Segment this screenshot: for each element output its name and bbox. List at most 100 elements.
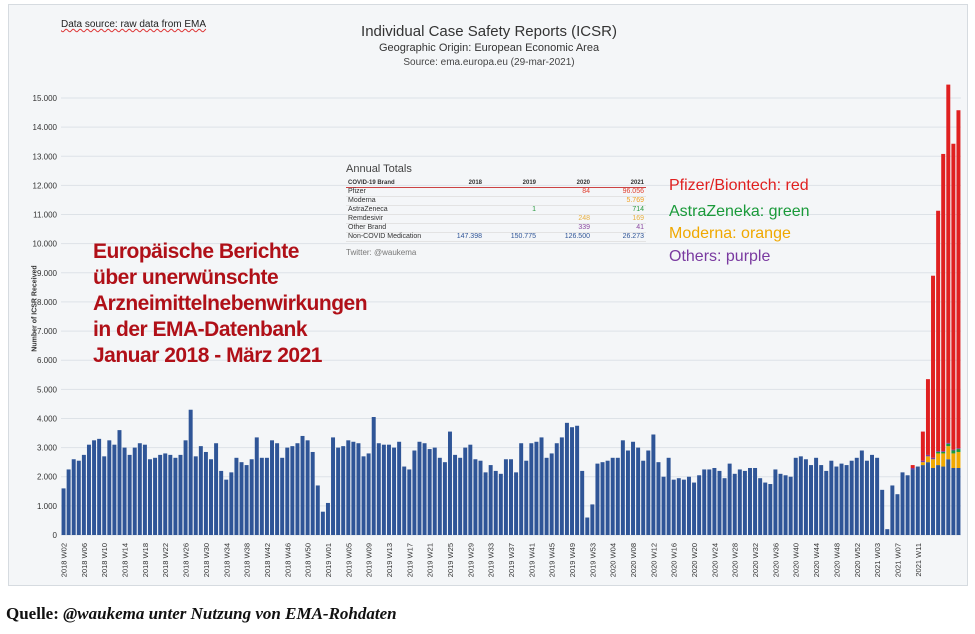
bar — [809, 465, 813, 535]
totals-row: Remdesivir 248 169 — [346, 214, 646, 224]
bar — [346, 440, 351, 535]
y-tick-label: 15.000 — [33, 94, 58, 103]
bar — [956, 449, 961, 452]
x-tick-label: 2019 W49 — [568, 543, 577, 577]
x-tick-label: 2019 W33 — [487, 543, 496, 577]
x-tick-label: 2018 W34 — [222, 543, 231, 577]
bar — [819, 465, 824, 535]
totals-cell: 26.273 — [592, 232, 646, 242]
bar — [956, 448, 961, 450]
bar — [137, 443, 142, 535]
chart-title: Individual Case Safety Reports (ICSR) — [361, 23, 617, 40]
bar — [498, 473, 503, 535]
bar — [768, 484, 773, 535]
x-tick-label: 2020 W24 — [710, 543, 719, 577]
legend-pfizer: Pfizer/Biontech: red — [669, 177, 809, 194]
totals-table: COVID-19 Brand 2018 2019 2020 2021 Pfize… — [346, 179, 646, 242]
x-tick-label: 2018 W14 — [121, 543, 130, 577]
bar — [605, 460, 610, 535]
bar — [305, 440, 310, 535]
bar — [666, 457, 671, 535]
bar — [402, 466, 407, 535]
bar — [264, 457, 269, 535]
totals-row: Non-COVID Medication 147.398 150.775 126.50… — [346, 232, 646, 242]
totals-row: Moderna 5.769 — [346, 196, 646, 206]
bar — [397, 441, 402, 535]
bar — [254, 437, 259, 535]
bar — [437, 457, 442, 535]
bar — [239, 462, 244, 535]
bar — [859, 450, 864, 535]
x-tick-label: 2020 W32 — [751, 543, 760, 577]
x-tick-label: 2020 W04 — [609, 543, 618, 577]
totals-cell — [430, 196, 484, 206]
bar — [183, 440, 188, 535]
bar — [951, 449, 956, 451]
bar — [773, 469, 778, 535]
bar — [412, 450, 417, 535]
x-tick-label: 2019 W41 — [527, 543, 536, 577]
bar — [646, 450, 651, 535]
bar — [941, 453, 946, 467]
caption: Quelle: @waukema unter Nutzung von EMA-R… — [6, 604, 397, 624]
bar — [122, 447, 127, 535]
bar — [503, 459, 508, 535]
bar — [941, 451, 946, 454]
bar — [458, 457, 463, 535]
y-tick-label: 9.000 — [37, 269, 58, 278]
bar — [839, 463, 844, 535]
totals-cell: 5.769 — [592, 196, 646, 206]
bar — [66, 469, 71, 535]
y-tick-label: 14.000 — [33, 123, 58, 132]
x-tick-label: 2020 W20 — [690, 543, 699, 577]
bar — [697, 475, 702, 535]
bar — [651, 434, 656, 535]
bar — [534, 441, 539, 535]
bar — [900, 472, 905, 535]
bar — [905, 475, 910, 535]
bar — [783, 475, 788, 535]
annotation-line: Europäische Berichte — [93, 240, 299, 263]
annotation-text: Europäische Berichte über unerwünschte A… — [93, 239, 368, 369]
caption-prefix: Quelle: — [6, 604, 59, 623]
totals-cell — [430, 214, 484, 224]
totals-cell: Non-COVID Medication — [346, 232, 430, 242]
bar — [148, 459, 152, 535]
bar — [559, 437, 564, 535]
bar — [341, 446, 346, 535]
bar — [234, 457, 239, 535]
bar — [483, 472, 488, 535]
x-tick-label: 2019 W29 — [466, 543, 475, 577]
bar — [198, 446, 203, 535]
bar — [931, 467, 936, 535]
x-tick-label: 2019 W25 — [446, 543, 455, 577]
bar — [315, 485, 320, 535]
bar — [336, 447, 341, 535]
bar — [910, 465, 915, 468]
bar — [610, 457, 615, 535]
x-tick-label: 2018 W42 — [263, 543, 272, 577]
bar — [432, 447, 437, 535]
bar — [615, 457, 620, 535]
bar — [758, 478, 763, 535]
bar — [844, 465, 849, 535]
bar — [829, 460, 834, 535]
x-tick-label: 2019 W09 — [365, 543, 374, 577]
bar — [112, 444, 117, 535]
x-tick-label: 2021 W11 — [914, 543, 923, 577]
chart-source: Source: ema.europa.eu (29-mar-2021) — [403, 57, 575, 68]
x-tick-label: 2019 W17 — [405, 543, 414, 577]
bar — [188, 409, 193, 535]
totals-cell: 1 — [484, 205, 538, 215]
totals-cell: 41 — [592, 223, 646, 233]
bar — [290, 446, 295, 535]
y-tick-label: 3.000 — [37, 444, 58, 453]
bar — [300, 435, 305, 535]
bar — [864, 460, 869, 535]
bar — [519, 443, 524, 535]
bar — [463, 447, 468, 535]
bar — [71, 459, 76, 535]
x-tick-label: 2018 W10 — [100, 543, 109, 577]
bar — [931, 459, 936, 468]
bar — [951, 453, 956, 468]
